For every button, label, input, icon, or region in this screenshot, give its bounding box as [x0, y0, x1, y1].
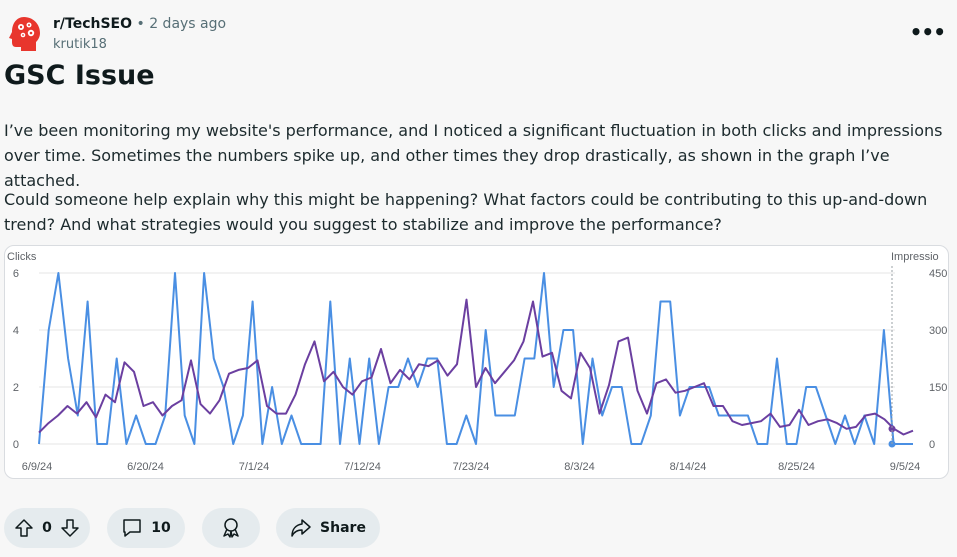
- x-tick-label: 7/23/24: [453, 461, 490, 473]
- left-tick-label: 4: [13, 325, 19, 337]
- x-tick-label: 7/1/24: [239, 461, 270, 473]
- left-tick-label: 2: [13, 382, 19, 394]
- post-body-paragraph-1: I’ve been monitoring my website's perfor…: [4, 121, 943, 190]
- right-tick-label: 300: [929, 325, 947, 337]
- subreddit-link[interactable]: r/TechSEO: [53, 16, 133, 32]
- post-time: 2 days ago: [149, 16, 227, 32]
- share-icon: [291, 519, 311, 537]
- series-line-clicks: [38, 272, 913, 445]
- author-link[interactable]: krutik18: [53, 37, 107, 52]
- award-button[interactable]: [202, 508, 260, 548]
- right-tick-label: 0: [929, 439, 935, 451]
- x-tick-label: 8/14/24: [670, 461, 707, 473]
- share-button[interactable]: Share: [276, 508, 380, 548]
- right-axis-label: Impressio: [891, 251, 939, 263]
- left-tick-labels: 0 2 4 6: [13, 268, 19, 451]
- x-tick-label: 6/9/24: [22, 461, 53, 473]
- award-icon: [223, 518, 239, 538]
- upvote-icon[interactable]: [14, 518, 34, 538]
- left-tick-label: 0: [13, 439, 19, 451]
- right-tick-label: 450: [929, 268, 947, 280]
- series-line-impressions: [38, 298, 914, 436]
- comment-count: 10: [151, 520, 171, 536]
- more-options-button[interactable]: •••: [909, 20, 946, 44]
- comment-icon: [123, 519, 141, 537]
- x-tick-label: 9/5/24: [890, 461, 921, 473]
- downvote-icon[interactable]: [60, 518, 80, 538]
- post-body-paragraph-2: Could someone help explain why this migh…: [4, 190, 928, 234]
- vote-bar: 0: [4, 508, 90, 548]
- right-tick-labels: 0 150 300 450: [929, 268, 947, 451]
- series-lines: [38, 272, 914, 448]
- vote-count: 0: [42, 520, 52, 536]
- post-title: GSC Issue: [4, 60, 155, 91]
- left-axis-label: Clicks: [7, 251, 37, 263]
- x-tick-labels: 6/9/24 6/20/24 7/1/24 7/12/24 7/23/24 8/3/24 8…: [22, 461, 921, 473]
- subreddit-avatar-icon[interactable]: [4, 14, 44, 54]
- x-tick-label: 7/12/24: [344, 461, 381, 473]
- meta-separator: •: [136, 16, 145, 32]
- post-meta: r/TechSEO • 2 days ago: [53, 16, 226, 32]
- x-tick-label: 8/25/24: [778, 461, 815, 473]
- x-tick-label: 6/20/24: [127, 461, 164, 473]
- chart-grid: [39, 272, 895, 445]
- comments-button[interactable]: 10: [107, 508, 185, 548]
- left-tick-label: 6: [13, 268, 19, 280]
- share-label: Share: [320, 520, 366, 536]
- right-tick-label: 150: [929, 382, 947, 394]
- x-tick-label: 8/3/24: [564, 461, 595, 473]
- series-marker-impressions: [888, 425, 896, 433]
